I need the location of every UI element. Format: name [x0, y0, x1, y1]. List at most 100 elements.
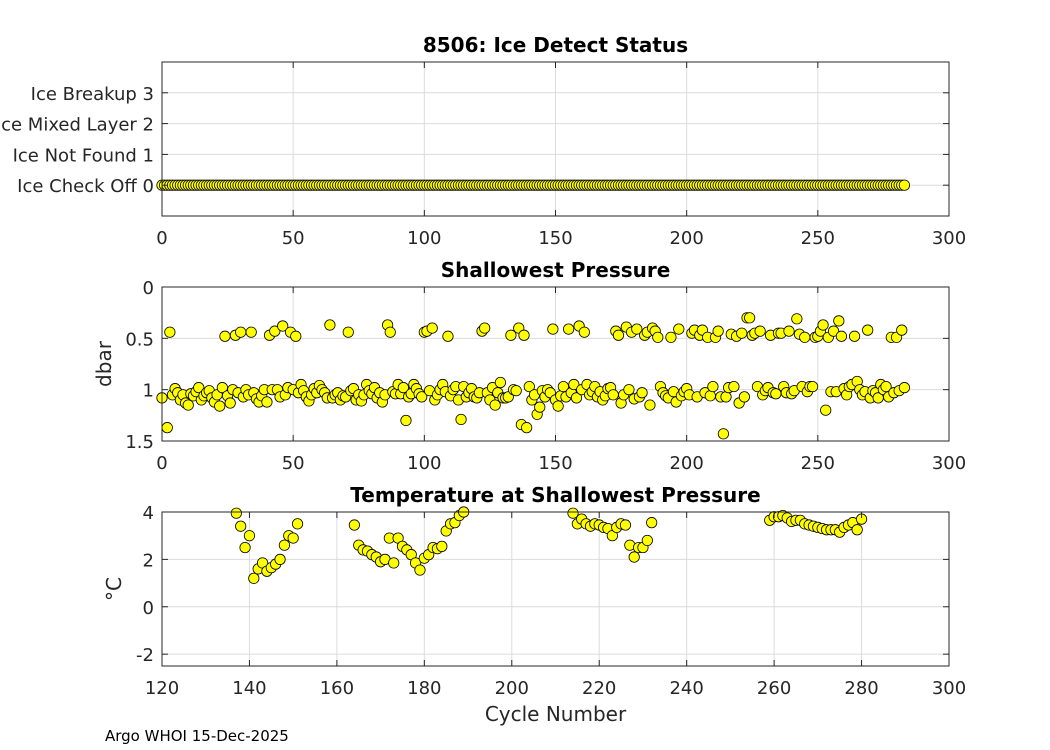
data-point	[224, 397, 236, 409]
data-point	[534, 401, 546, 413]
x-tick-label: 250	[801, 228, 835, 249]
data-point	[505, 329, 517, 341]
chart-title-shallowest-pressure: Shallowest Pressure	[441, 258, 671, 282]
footer-credit: Argo WHOI 15-Dec-2025	[105, 727, 289, 745]
data-point	[896, 324, 908, 336]
data-point	[862, 324, 874, 336]
y-tick-label: 0	[143, 278, 154, 299]
x-axis-label-cycle-number: Cycle Number	[485, 702, 627, 726]
x-tick-label: 200	[669, 228, 703, 249]
x-tick-label: 220	[582, 678, 616, 699]
y-axis-label-temperature: °C	[102, 577, 126, 601]
data-point	[269, 325, 281, 337]
y-tick-label: 0.5	[125, 329, 154, 350]
x-tick-label: 150	[538, 453, 572, 474]
data-point	[623, 384, 635, 396]
x-tick-label: 150	[538, 228, 572, 249]
data-point	[426, 322, 438, 334]
data-point	[243, 530, 256, 542]
y-tick-label: 4	[143, 503, 154, 524]
x-tick-label: 180	[407, 678, 441, 699]
data-point	[278, 539, 291, 551]
data-point	[835, 330, 848, 342]
data-point	[612, 329, 625, 341]
panel-temperature: 120 140 160 180 200 220 240 260 280 300 -2 0 2 4 Temp…	[102, 483, 966, 726]
data-point	[720, 391, 732, 403]
data-point	[644, 399, 656, 411]
data-point	[665, 331, 677, 343]
data-point	[400, 414, 412, 427]
panel-ice-detect: 0 50 100 150 200 250 300 Ice Check Off 0 Ice Not…	[0, 33, 966, 249]
x-tick-label: 300	[932, 228, 966, 249]
y-axis-label-pressure: dbar	[92, 340, 116, 387]
data-point	[397, 382, 409, 394]
data-point	[161, 422, 173, 434]
data-point	[523, 380, 535, 393]
y-tick-label: Ice Check Off 0	[17, 176, 154, 197]
data-point	[277, 320, 289, 332]
data-point	[646, 517, 658, 529]
data-point	[239, 541, 251, 554]
data-point	[880, 380, 892, 393]
data-point	[230, 507, 242, 519]
data-point	[235, 520, 247, 532]
x-tick-label: 160	[320, 678, 354, 699]
data-point	[388, 557, 400, 569]
data-point	[216, 382, 228, 394]
data-point	[728, 380, 740, 393]
x-tick-label: 50	[282, 228, 305, 249]
data-point	[607, 389, 619, 401]
x-tick-label: 100	[407, 453, 441, 474]
data-point	[783, 325, 795, 337]
data-point	[235, 326, 247, 338]
ticks-temperature: 120 140 160 180 200 220 240 260 280 300 -2 0 2 4	[136, 503, 966, 699]
x-tick-label: 0	[156, 453, 167, 474]
data-point	[898, 382, 911, 394]
y-tick-label: 1.5	[125, 432, 154, 453]
data-point	[619, 519, 632, 531]
data-point	[416, 391, 428, 403]
x-tick-label: 0	[156, 228, 167, 249]
data-point	[214, 400, 226, 412]
x-tick-label: 50	[282, 453, 305, 474]
data-point	[567, 507, 579, 519]
data-point	[552, 400, 564, 412]
x-tick-label: 120	[145, 678, 179, 699]
data-point	[717, 428, 729, 440]
data-point	[817, 319, 829, 331]
data-point	[290, 330, 302, 342]
y-tick-label: Ice Breakup 3	[31, 84, 154, 105]
data-point	[851, 524, 863, 536]
data-point	[442, 330, 454, 342]
data-point	[324, 319, 336, 331]
x-tick-label: 240	[669, 678, 703, 699]
data-point	[261, 396, 273, 408]
ticks-ice-detect: 0 50 100 150 200 250 300 Ice Check Off 0 Ice Not…	[0, 62, 966, 249]
ticks-shallowest-pressure: 0 50 100 150 200 250 300 0 0.5 1 1.5	[125, 278, 966, 474]
data-point	[799, 331, 811, 343]
x-tick-label: 200	[495, 678, 529, 699]
data-point	[712, 325, 724, 337]
x-tick-label: 300	[932, 453, 966, 474]
data-point	[455, 413, 467, 426]
data-point	[510, 385, 522, 397]
data-point	[342, 326, 354, 338]
y-tick-label: Ice Mixed Layer 2	[0, 115, 154, 136]
markers-temperature	[230, 506, 868, 584]
x-tick-label: 280	[844, 678, 878, 699]
data-point	[704, 390, 716, 402]
data-point	[791, 313, 803, 325]
x-tick-label: 140	[232, 678, 266, 699]
y-tick-label: -2	[136, 645, 154, 666]
data-point	[898, 179, 911, 191]
data-point	[182, 399, 194, 411]
data-point	[563, 323, 575, 335]
data-point	[219, 330, 231, 342]
data-point	[547, 323, 559, 335]
data-point	[738, 391, 750, 403]
data-point	[736, 327, 748, 339]
y-tick-label: 1	[143, 381, 154, 402]
markers-shallowest-pressure	[156, 312, 911, 440]
data-point	[641, 534, 653, 547]
